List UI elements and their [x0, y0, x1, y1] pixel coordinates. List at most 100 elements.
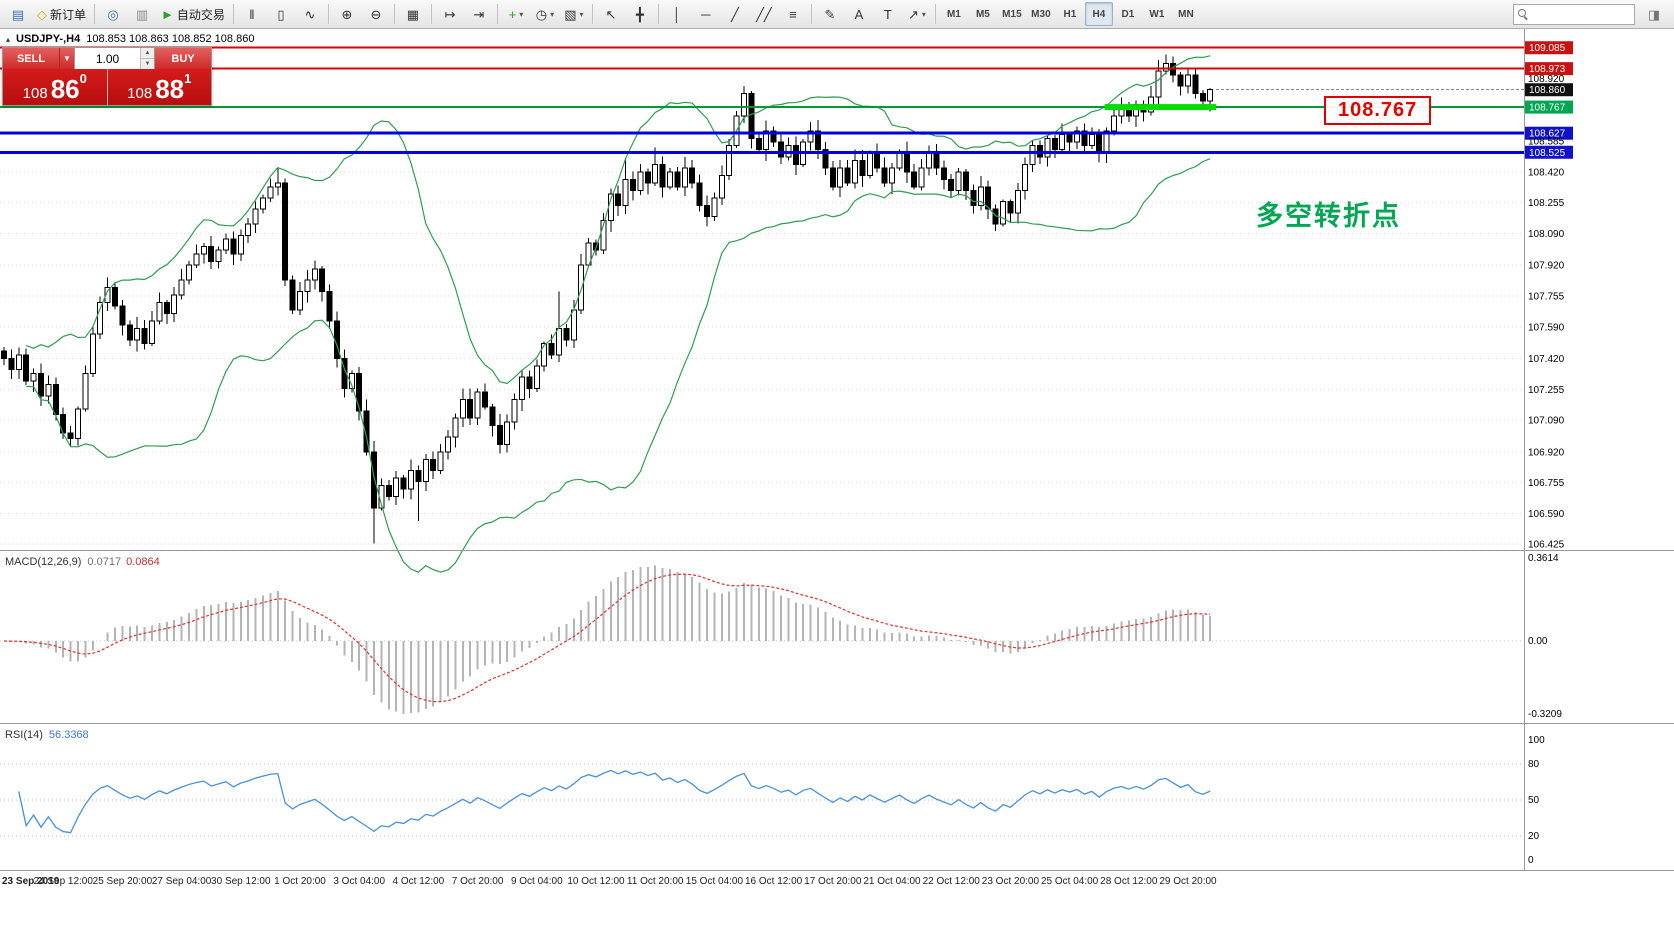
one-click-options-caret[interactable]: ▼: [59, 48, 74, 69]
draw-pencil-icon[interactable]: ✎: [816, 2, 844, 26]
candle: [385, 484, 392, 498]
bollinger-upper-band: [25, 55, 1211, 385]
candle: [874, 152, 881, 169]
support-highlight-segment[interactable]: [1104, 104, 1217, 111]
autotrading-button-label: 自动交易: [176, 7, 225, 22]
autotrading-button[interactable]: ► 自动交易: [157, 2, 229, 26]
line-chart-icon-glyph: ∿: [304, 6, 316, 22]
auto-scroll-icon[interactable]: ↦: [436, 2, 464, 26]
candle: [533, 365, 540, 389]
candle: [393, 477, 400, 498]
templates-button[interactable]: ▧ ▾: [560, 2, 588, 26]
candle: [1074, 130, 1080, 143]
tile-windows-icon-glyph: ▦: [406, 6, 420, 22]
sell-price-button[interactable]: 108 86 0: [3, 69, 108, 105]
templates-button-caret: ▾: [579, 9, 584, 19]
timeframe-mn-button[interactable]: MN: [1172, 2, 1200, 26]
macd-axis-min: -0.3209: [1528, 709, 1562, 720]
timeframe-w1-button-label: W1: [1149, 8, 1165, 20]
zoom-in-icon[interactable]: ⊕: [333, 2, 361, 26]
text-icon-glyph: A: [854, 6, 864, 22]
candlestick-chart-icon[interactable]: ▯: [267, 2, 295, 26]
volume-down-button[interactable]: ▼: [141, 59, 154, 69]
chat-icon[interactable]: ◨: [1640, 2, 1668, 26]
price-annotation-box[interactable]: 108.767: [1324, 96, 1432, 125]
vertical-line-icon-glyph: │: [672, 6, 681, 22]
timeframe-m15-button[interactable]: M15: [998, 2, 1026, 26]
timeframe-h1-button[interactable]: H1: [1056, 2, 1084, 26]
volume-up-button[interactable]: ▲: [141, 48, 154, 59]
auto-scroll-icon-glyph: ↦: [444, 6, 456, 22]
chart-shift-icon[interactable]: ⇥: [465, 2, 493, 26]
candle: [134, 328, 141, 341]
candle: [82, 372, 89, 410]
candle: [741, 92, 747, 117]
macd-signal-value: 0.0864: [126, 556, 160, 568]
candle: [652, 163, 659, 184]
horizontal-line-icon[interactable]: ─: [692, 2, 720, 26]
buy-button[interactable]: BUY: [155, 48, 211, 69]
candle: [778, 141, 784, 158]
text-icon[interactable]: A: [845, 2, 873, 26]
candle: [681, 167, 688, 188]
candle: [141, 328, 148, 345]
cursor-icon[interactable]: ↖: [597, 2, 625, 26]
candle: [548, 343, 555, 356]
timeframe-d1-button[interactable]: D1: [1114, 2, 1142, 26]
sell-button[interactable]: SELL: [3, 48, 59, 69]
rsi-label: RSI(14) 56.3368: [5, 729, 89, 741]
macd-label: MACD(12,26,9) 0.0717 0.0864: [5, 556, 160, 568]
market-watch-icon[interactable]: ◎: [99, 2, 127, 26]
price-badge-blue: [1525, 126, 1573, 140]
candle: [1066, 134, 1073, 143]
candle: [304, 279, 311, 292]
buy-price-sup: 1: [184, 71, 192, 86]
candle: [570, 309, 577, 341]
indicators-button[interactable]: + ▾: [502, 2, 530, 26]
candle: [496, 425, 503, 445]
candle: [260, 197, 266, 210]
channel-icon[interactable]: ╱╱: [750, 2, 778, 26]
time-axis-label: 29 Oct 20:00: [1159, 876, 1217, 887]
text-label-icon[interactable]: T: [874, 2, 902, 26]
toolbar-separator: [232, 4, 234, 24]
timeframe-m30-button[interactable]: M30: [1027, 2, 1055, 26]
candle: [918, 167, 925, 188]
timeframe-m1-button[interactable]: M1: [940, 2, 968, 26]
timeframe-h4-button[interactable]: H4: [1084, 2, 1113, 26]
pivot-point-note[interactable]: 多空转折点: [1256, 201, 1401, 231]
trendline-icon[interactable]: ╱: [721, 2, 749, 26]
arrows-style-icon[interactable]: ↗ ▾: [903, 2, 931, 26]
price-axis-label: 106.920: [1528, 447, 1565, 458]
new-order-button[interactable]: ◇ 新订单: [33, 2, 90, 26]
data-window-icon[interactable]: ▥: [128, 2, 156, 26]
volume-input[interactable]: [75, 48, 140, 69]
price-axis-label: 108.090: [1528, 229, 1565, 240]
zoom-out-icon[interactable]: ⊖: [362, 2, 390, 26]
toolbar-separator: [94, 4, 96, 24]
candle: [1155, 70, 1162, 98]
fibonacci-icon[interactable]: ≡: [779, 2, 807, 26]
candle: [415, 469, 422, 483]
line-chart-icon[interactable]: ∿: [296, 2, 324, 26]
bar-chart-icon-glyph: ‖: [249, 6, 255, 22]
timeframe-w1-button[interactable]: W1: [1143, 2, 1171, 26]
vertical-line-icon[interactable]: │: [663, 2, 691, 26]
candle: [171, 294, 178, 315]
chart-window-icon[interactable]: ▤: [4, 2, 32, 26]
candle: [755, 137, 762, 150]
rsi-axis-label: 50: [1528, 795, 1540, 806]
price-badge-red: [1525, 62, 1573, 76]
timeframe-m5-button[interactable]: M5: [969, 2, 997, 26]
buy-price-button[interactable]: 108 88 1: [107, 69, 211, 105]
candle: [704, 204, 710, 218]
crosshair-icon[interactable]: ╋: [626, 2, 654, 26]
tile-windows-icon[interactable]: ▦: [399, 2, 427, 26]
bar-chart-icon[interactable]: ‖: [238, 2, 266, 26]
toolbar-search-input[interactable]: [1532, 7, 1630, 21]
periods-button[interactable]: ◷ ▾: [531, 2, 559, 26]
candle: [829, 167, 836, 188]
time-axis-label: 4 Oct 12:00: [393, 876, 445, 887]
bollinger-lower-band: [26, 158, 1211, 573]
